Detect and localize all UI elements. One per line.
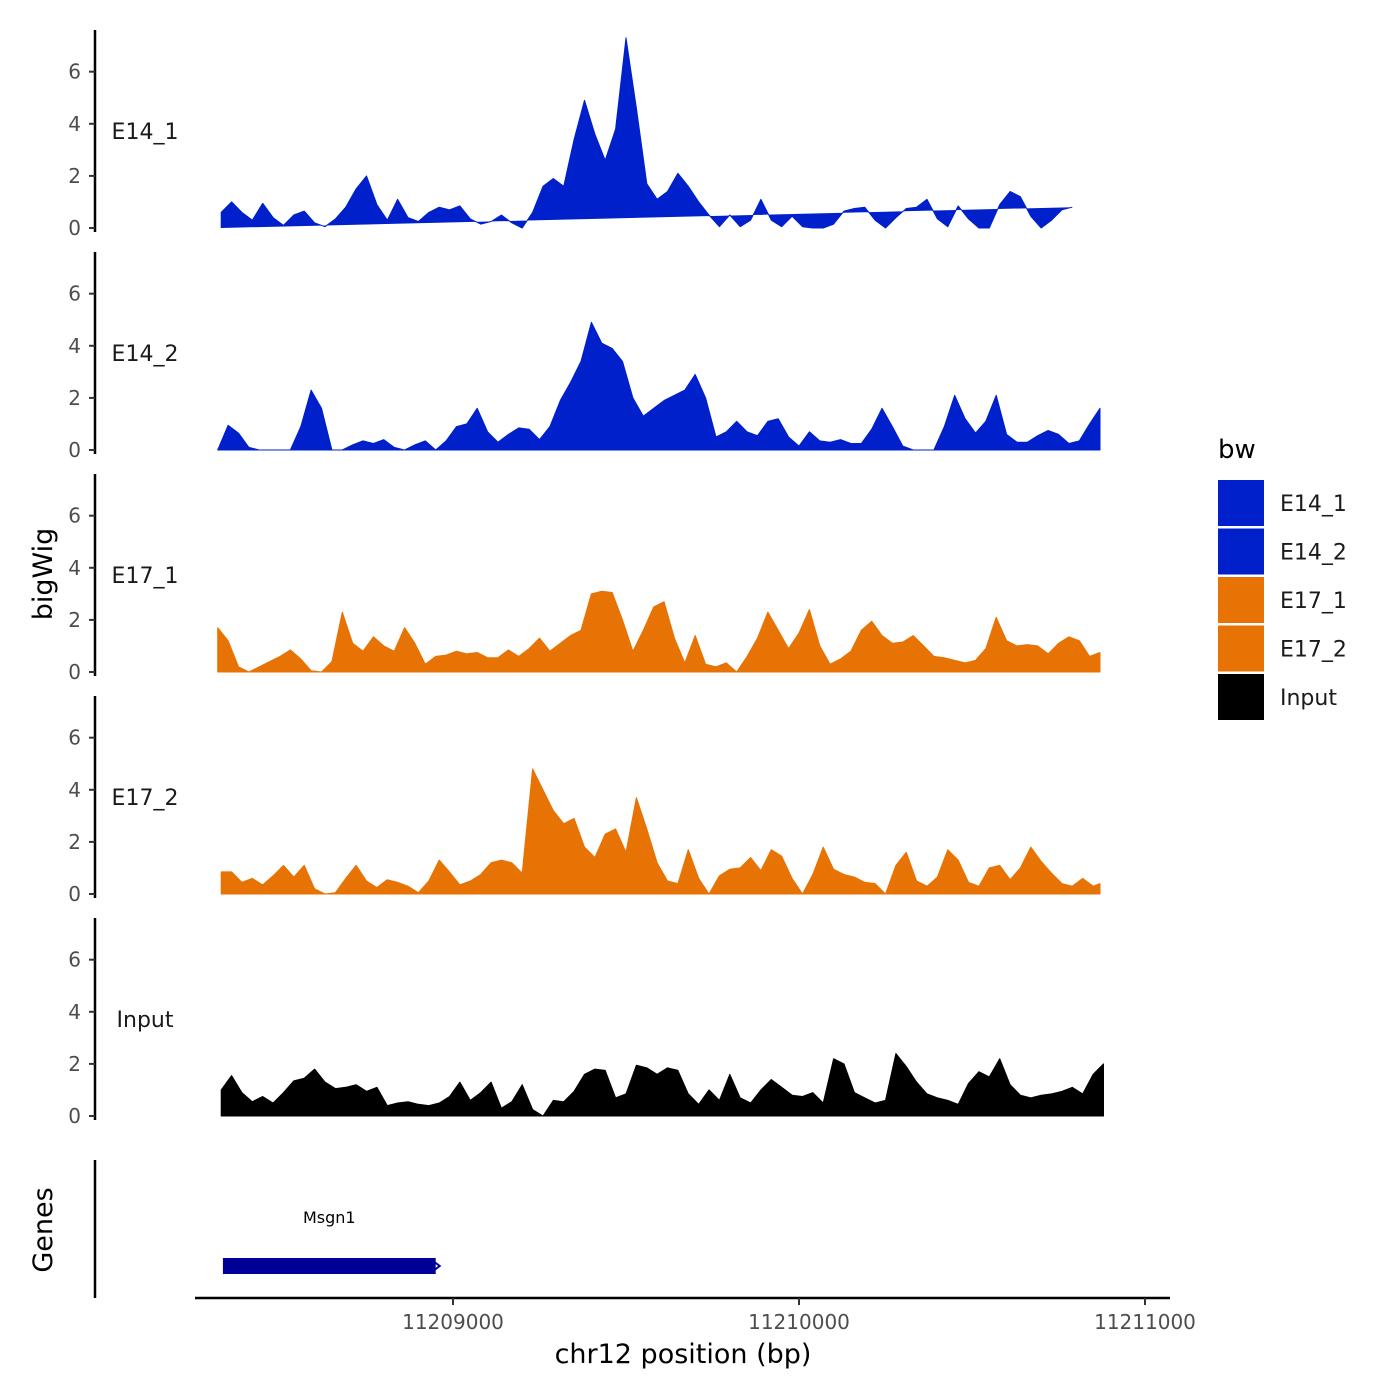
y-tick-label: 0 <box>68 882 81 906</box>
y-tick-label: 0 <box>68 216 81 240</box>
legend-label-E14_1: E14_1 <box>1280 492 1347 517</box>
legend-swatch-Input <box>1218 674 1264 720</box>
x-tick-label: 11209000 <box>402 1310 504 1334</box>
legend-label-E17_2: E17_2 <box>1280 638 1347 663</box>
y-tick-label: 2 <box>68 608 81 632</box>
track-label-E14_2: E14_2 <box>112 342 179 367</box>
y-tick-label: 0 <box>68 438 81 462</box>
legend-label-E17_1: E17_1 <box>1280 589 1347 614</box>
x-tick-label: 11210000 <box>748 1310 850 1334</box>
y-tick-label: 4 <box>68 1000 81 1024</box>
gene-label-Msgn1: Msgn1 <box>303 1208 356 1227</box>
legend-title: bw <box>1218 435 1256 465</box>
y-tick-label: 6 <box>68 726 81 750</box>
y-tick-label: 4 <box>68 112 81 136</box>
y-tick-label: 6 <box>68 282 81 306</box>
y-tick-label: 6 <box>68 948 81 972</box>
track-label-E14_1: E14_1 <box>112 120 179 145</box>
y-tick-label: 6 <box>68 60 81 84</box>
y-tick-label: 2 <box>68 164 81 188</box>
coverage-area-E17_2 <box>220 768 1101 895</box>
x-axis-title: chr12 position (bp) <box>555 1339 812 1370</box>
track-label-E17_1: E17_1 <box>112 564 179 589</box>
legend-swatch-E14_1 <box>1218 480 1264 526</box>
coverage-area-E14_2 <box>217 321 1101 451</box>
y-tick-label: 0 <box>68 660 81 684</box>
y-tick-label: 2 <box>68 830 81 854</box>
y-tick-label: 0 <box>68 1104 81 1128</box>
x-tick-label: 11211000 <box>1094 1310 1196 1334</box>
y-tick-label: 4 <box>68 556 81 580</box>
gene-strand-arrow-icon <box>431 1259 442 1273</box>
legend-label-Input: Input <box>1280 686 1337 711</box>
y-axis-title: bigWig <box>28 528 59 621</box>
y-tick-label: 2 <box>68 1052 81 1076</box>
genes-axis-title: Genes <box>28 1187 59 1272</box>
legend-swatch-E17_1 <box>1218 577 1264 623</box>
legend-swatch-E17_2 <box>1218 625 1264 672</box>
track-label-Input: Input <box>117 1008 174 1033</box>
y-tick-label: 2 <box>68 386 81 410</box>
track-label-E17_2: E17_2 <box>112 786 179 811</box>
legend-label-E14_2: E14_2 <box>1280 541 1347 566</box>
coverage-area-E17_1 <box>217 590 1101 673</box>
y-tick-label: 6 <box>68 504 81 528</box>
coverage-area-Input <box>220 1053 1104 1117</box>
y-tick-label: 4 <box>68 334 81 358</box>
y-tick-label: 4 <box>68 778 81 802</box>
gene-body-Msgn1 <box>222 1258 436 1274</box>
coverage-area-E14_1 <box>220 37 1073 229</box>
legend-swatch-E14_2 <box>1218 528 1264 575</box>
